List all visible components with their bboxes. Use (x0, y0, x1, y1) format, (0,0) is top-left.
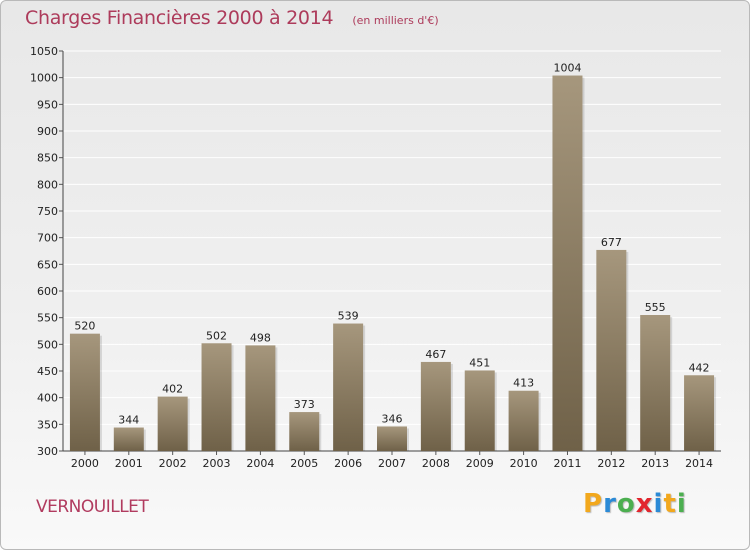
bar-value-label: 520 (74, 320, 95, 333)
x-tick-label: 2005 (290, 457, 318, 470)
title-row: Charges Financières 2000 à 2014 (en mill… (25, 7, 439, 29)
x-tick-label: 2002 (159, 457, 187, 470)
y-tick-label: 700 (37, 232, 58, 245)
chart-title: Charges Financières 2000 à 2014 (25, 7, 334, 29)
bar (289, 412, 320, 451)
bar (640, 315, 671, 451)
bar (333, 323, 364, 451)
bar (596, 249, 627, 451)
logo-letter: o (616, 489, 636, 519)
y-tick-label: 550 (37, 312, 58, 325)
bar-value-label: 467 (425, 348, 446, 361)
logo-letter: x (635, 489, 654, 519)
y-tick-label: 1000 (30, 72, 58, 85)
bar-value-label: 402 (162, 383, 183, 396)
y-tick-label: 750 (37, 205, 58, 218)
y-tick-label: 450 (37, 365, 58, 378)
bar (508, 390, 539, 451)
bar-value-label: 413 (513, 377, 534, 390)
x-tick-label: 2004 (246, 457, 274, 470)
bar-value-label: 451 (469, 356, 490, 369)
y-tick-label: 600 (37, 285, 58, 298)
bar-value-label: 346 (382, 412, 403, 425)
y-tick-label: 950 (37, 98, 58, 111)
bar-value-label: 373 (294, 398, 315, 411)
location-name: VERNOUILLET (36, 497, 149, 517)
y-tick-label: 1050 (30, 45, 58, 58)
x-tick-label: 2003 (203, 457, 231, 470)
x-tick-label: 2009 (466, 457, 494, 470)
bar (464, 370, 495, 451)
bar (552, 75, 583, 452)
bar-value-label: 498 (250, 331, 271, 344)
bar-value-label: 502 (206, 329, 227, 342)
bar-value-label: 344 (118, 414, 139, 427)
bar-value-label: 1004 (553, 62, 581, 75)
x-tick-label: 2007 (378, 457, 406, 470)
bar (377, 426, 407, 451)
x-tick-label: 2010 (510, 457, 538, 470)
bar (69, 333, 100, 451)
x-tick-label: 2008 (422, 457, 450, 470)
x-tick-label: 2014 (685, 457, 713, 470)
bar (420, 361, 451, 451)
y-tick-label: 800 (37, 178, 58, 191)
y-tick-label: 350 (37, 418, 58, 431)
bar (113, 427, 144, 451)
y-tick-label: 850 (37, 152, 58, 165)
y-tick-label: 500 (37, 338, 58, 351)
bar-value-label: 539 (338, 310, 359, 323)
x-tick-label: 2006 (334, 457, 362, 470)
logo-letter: P (583, 489, 604, 519)
logo-letter: i (676, 489, 687, 519)
bar-value-label: 442 (689, 361, 710, 374)
bar (157, 396, 188, 451)
logo-letter: i (653, 489, 664, 519)
proxiti-logo: Proxiti (583, 489, 687, 519)
chart-subtitle: (en milliers d'€) (352, 14, 439, 27)
y-tick-label: 300 (37, 445, 58, 458)
logo-letter: r (603, 489, 617, 519)
logo-letter: t (663, 489, 677, 519)
bar (245, 345, 276, 451)
x-tick-label: 2001 (115, 457, 143, 470)
bar (201, 343, 232, 451)
bar-value-label: 555 (645, 301, 666, 314)
y-tick-label: 650 (37, 258, 58, 271)
y-tick-label: 400 (37, 392, 58, 405)
x-tick-label: 2012 (597, 457, 625, 470)
x-tick-label: 2000 (71, 457, 99, 470)
bar-value-label: 677 (601, 236, 622, 249)
bar (684, 375, 715, 451)
x-tick-label: 2011 (553, 457, 581, 470)
x-tick-label: 2013 (641, 457, 669, 470)
y-tick-label: 900 (37, 125, 58, 138)
